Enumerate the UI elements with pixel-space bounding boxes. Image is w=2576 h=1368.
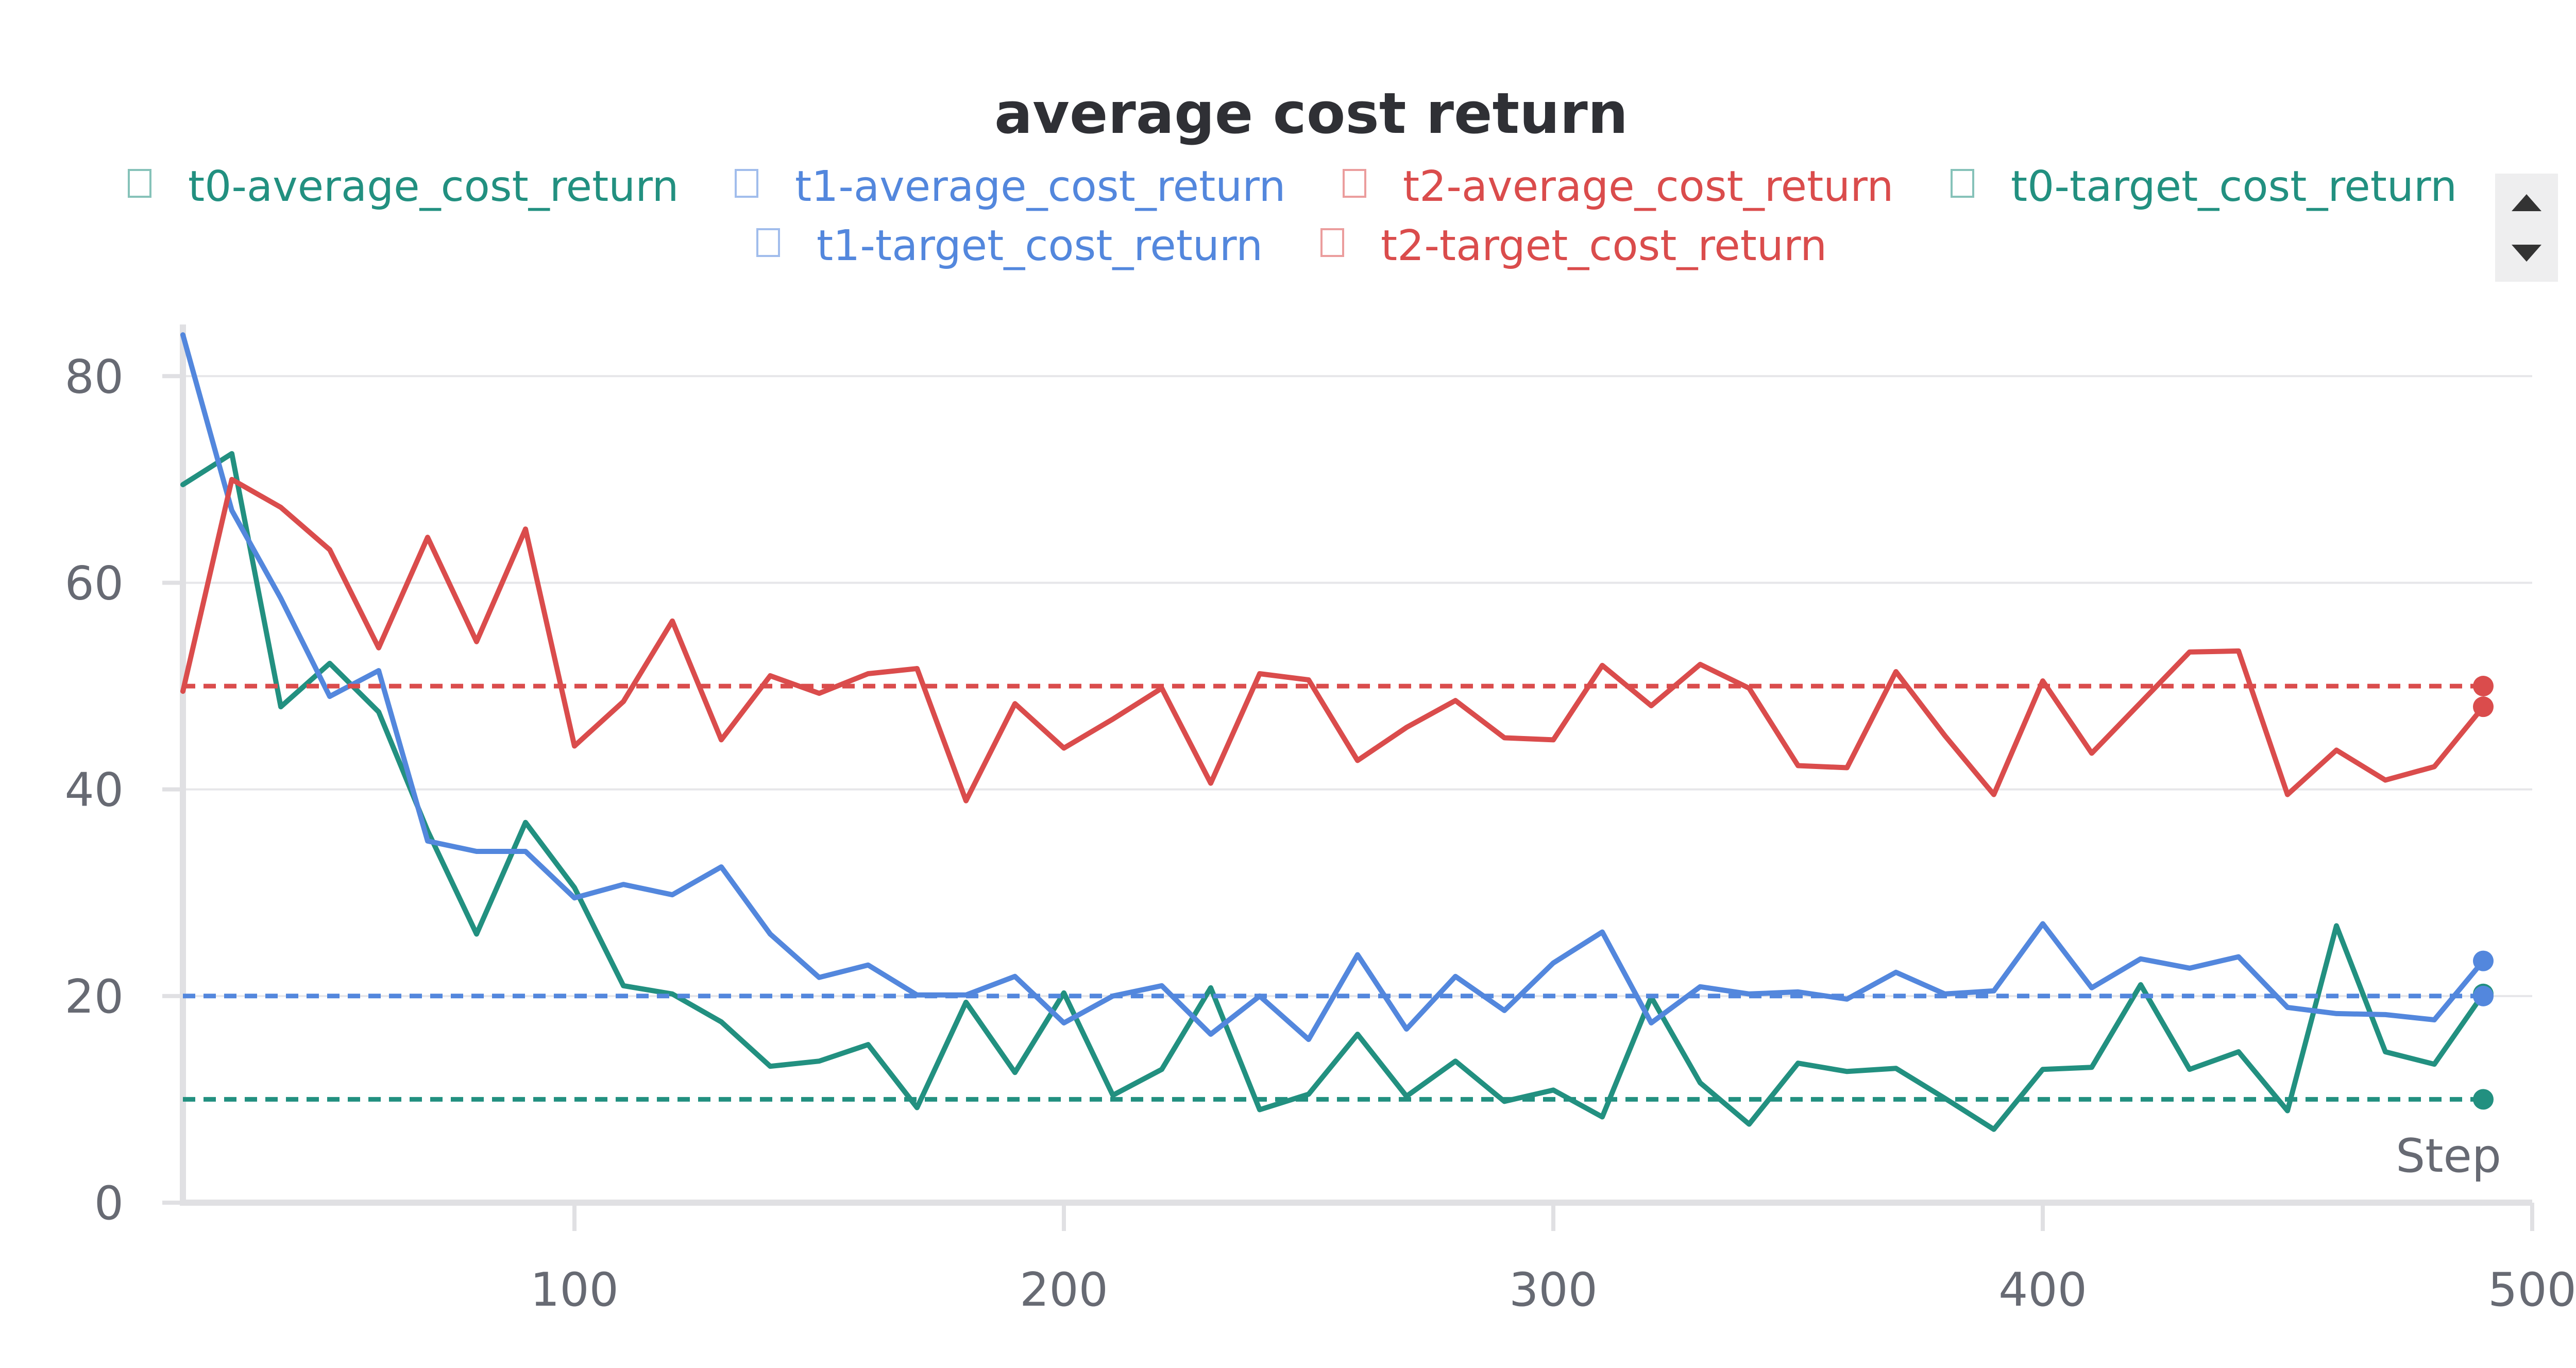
series-line-t1-average_cost_return [180,332,2486,1042]
axes [180,324,2532,1206]
x-tick-label: 300 [1509,1263,1598,1317]
legend-swatch-icon [735,169,758,198]
end-point-t1-average_cost_return [2473,950,2494,971]
series-group [180,332,2486,1132]
x-axis-title: Step [2396,1129,2501,1183]
end-point-t1-target_cost_return [2473,985,2494,1006]
end-point-t2-target_cost_return [2473,676,2494,697]
legend-label: t0-average_cost_return [188,162,679,211]
x-tick-label: 200 [1020,1263,1108,1317]
legend: t0-average_cost_return t1-average_cost_re… [128,162,2457,270]
legend-label: t1-average_cost_return [795,162,1285,211]
end-point-t0-target_cost_return [2473,1089,2494,1110]
scroll-down-icon[interactable] [2512,245,2541,262]
legend-swatch-icon [1951,169,1974,198]
legend-item-t1-average_cost_return[interactable]: t1-average_cost_return [735,162,1285,211]
legend-swatch-icon [1320,228,1344,257]
y-tick-label: 20 [64,970,124,1024]
legend-label: t1-target_cost_return [817,221,1263,270]
legend-item-t0-average_cost_return[interactable]: t0-average_cost_return [128,162,679,211]
legend-swatch-icon [128,169,151,198]
y-axis-ticks: 0 20 40 60 80 [64,350,183,1230]
legend-label: t2-target_cost_return [1381,221,1827,270]
x-tick-label: 400 [1998,1263,2087,1317]
legend-scroll-box [2495,174,2558,282]
legend-item-t2-target_cost_return[interactable]: t2-target_cost_return [1320,221,1827,270]
y-tick-label: 60 [64,556,124,610]
legend-item-t1-target_cost_return[interactable]: t1-target_cost_return [756,221,1263,270]
y-tick-label: 80 [64,350,124,404]
chart-title: average cost return [994,80,1628,146]
x-axis-ticks: 100 200 300 400 500 [530,1203,2576,1317]
x-tick-label: 500 [2488,1263,2576,1317]
legend-label: t2-average_cost_return [1403,162,1893,211]
legend-label: t0-target_cost_return [2011,162,2457,211]
series-line-t2-average_cost_return [180,476,2486,803]
end-points [2473,676,2494,1110]
scroll-up-icon[interactable] [2512,194,2541,211]
y-tick-label: 40 [64,763,124,817]
legend-swatch-icon [756,228,780,257]
legend-swatch-icon [1343,169,1366,198]
y-tick-label: 0 [94,1176,124,1230]
legend-scroll[interactable] [2495,174,2558,282]
end-point-t2-average_cost_return [2473,696,2494,717]
series-line-t0-average_cost_return [180,451,2486,1132]
legend-item-t2-average_cost_return[interactable]: t2-average_cost_return [1343,162,1893,211]
x-tick-label: 100 [530,1263,619,1317]
legend-item-t0-target_cost_return[interactable]: t0-target_cost_return [1951,162,2457,211]
